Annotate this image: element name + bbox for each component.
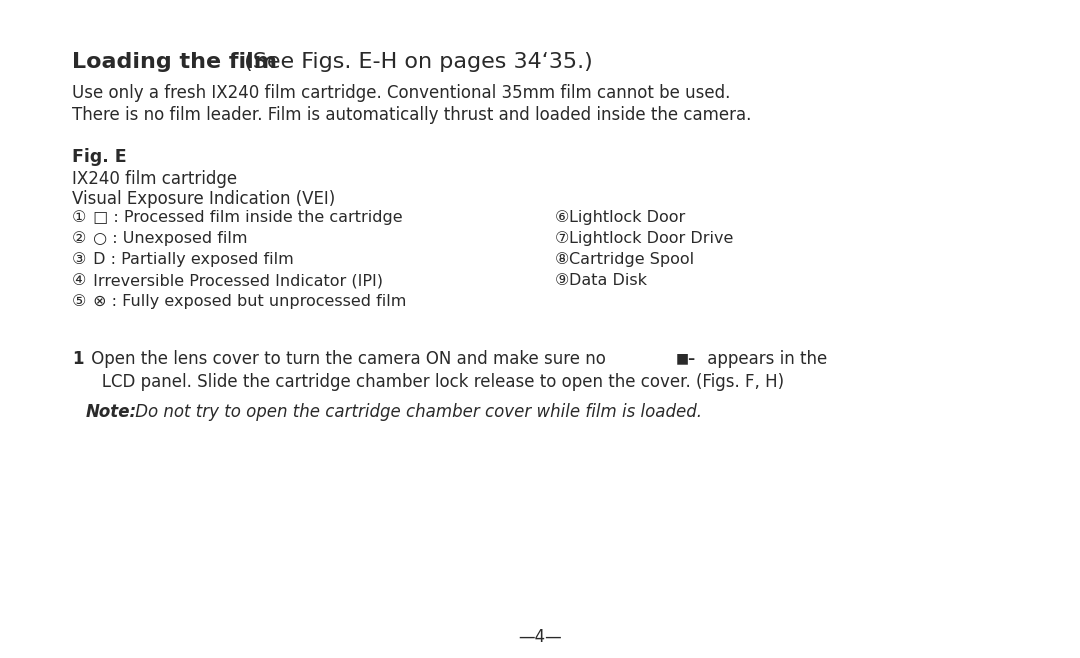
- Text: Irreversible Processed Indicator (IPI): Irreversible Processed Indicator (IPI): [87, 273, 383, 288]
- Text: Do not try to open the cartridge chamber cover while film is loaded.: Do not try to open the cartridge chamber…: [130, 403, 702, 421]
- Text: D : Partially exposed film: D : Partially exposed film: [87, 252, 294, 267]
- Text: Loading the film: Loading the film: [72, 52, 276, 72]
- Text: ○ : Unexposed film: ○ : Unexposed film: [87, 231, 247, 246]
- Text: IX240 film cartridge: IX240 film cartridge: [72, 170, 238, 188]
- Text: Open the lens cover to turn the camera ON and make sure no: Open the lens cover to turn the camera O…: [86, 350, 611, 368]
- Text: Fig. E: Fig. E: [72, 148, 126, 166]
- Text: LCD panel. Slide the cartridge chamber lock release to open the cover. (Figs. F,: LCD panel. Slide the cartridge chamber l…: [86, 373, 784, 391]
- Text: Cartridge Spool: Cartridge Spool: [569, 252, 694, 267]
- Text: 1: 1: [72, 350, 83, 368]
- Text: Data Disk: Data Disk: [569, 273, 647, 288]
- Text: ①: ①: [72, 210, 86, 225]
- Text: Visual Exposure Indication (VEI): Visual Exposure Indication (VEI): [72, 190, 335, 208]
- Text: ③: ③: [72, 252, 86, 267]
- Text: Note:: Note:: [86, 403, 137, 421]
- Text: appears in the: appears in the: [702, 350, 827, 368]
- Text: ⑦: ⑦: [555, 231, 569, 246]
- Text: Lightlock Door: Lightlock Door: [569, 210, 685, 225]
- Text: ⑤: ⑤: [72, 294, 86, 309]
- Text: ⑥: ⑥: [555, 210, 569, 225]
- Text: ■–: ■–: [676, 351, 697, 365]
- Text: —4—: —4—: [518, 628, 562, 646]
- Text: Lightlock Door Drive: Lightlock Door Drive: [569, 231, 733, 246]
- Text: There is no film leader. Film is automatically thrust and loaded inside the came: There is no film leader. Film is automat…: [72, 106, 752, 124]
- Text: (See Figs. E-H on pages 34‘35.): (See Figs. E-H on pages 34‘35.): [237, 52, 593, 72]
- Text: Use only a fresh IX240 film cartridge. Conventional 35mm film cannot be used.: Use only a fresh IX240 film cartridge. C…: [72, 84, 730, 102]
- Text: ④: ④: [72, 273, 86, 288]
- Text: □ : Processed film inside the cartridge: □ : Processed film inside the cartridge: [87, 210, 403, 225]
- Text: ⊗ : Fully exposed but unprocessed film: ⊗ : Fully exposed but unprocessed film: [87, 294, 406, 309]
- Text: ⑨: ⑨: [555, 273, 569, 288]
- Text: ⑧: ⑧: [555, 252, 569, 267]
- Text: ②: ②: [72, 231, 86, 246]
